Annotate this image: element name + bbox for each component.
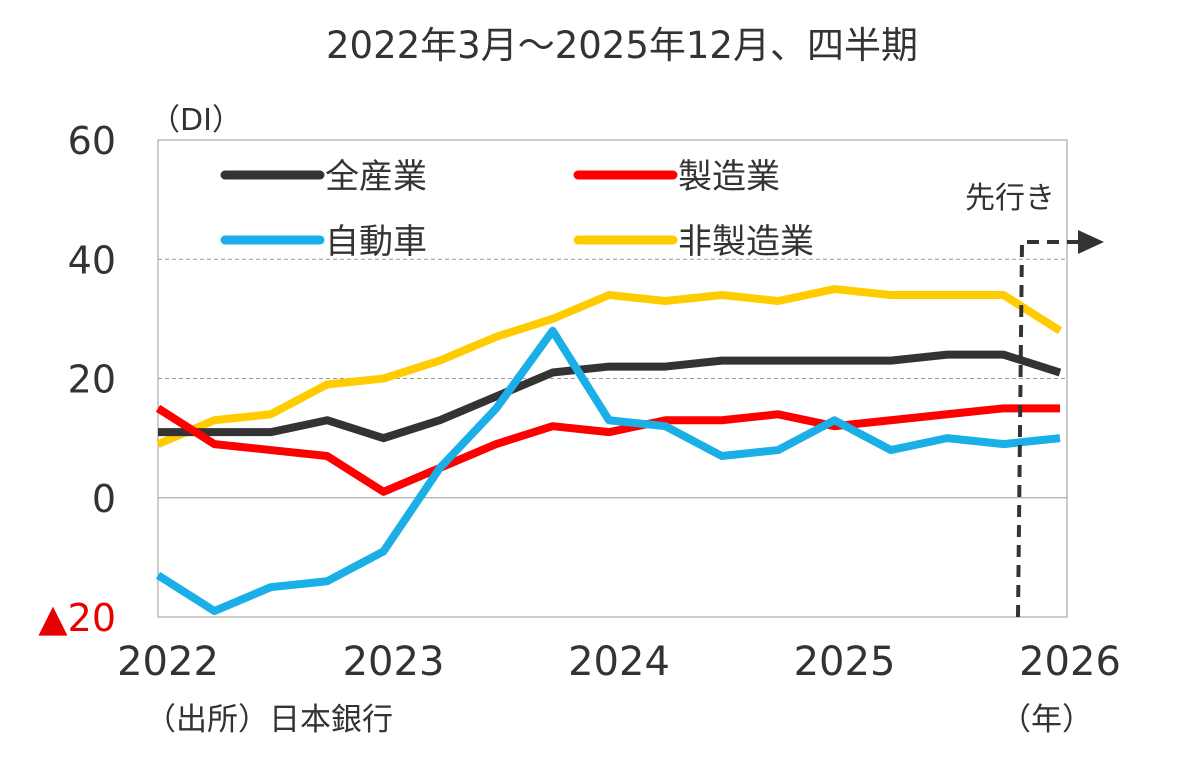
x-tick-label: 2024 <box>568 639 670 685</box>
y-axis-unit: （DI） <box>150 103 242 138</box>
forecast-marker <box>1016 240 1080 618</box>
y-tick-label: 0 <box>92 477 116 521</box>
x-tick-label: 2022 <box>117 639 219 685</box>
legend-label: 非製造業 <box>678 222 814 262</box>
y-tick-label: ▲20 <box>38 596 116 640</box>
series-line-3 <box>155 326 1061 616</box>
y-tick-label: 40 <box>68 238 116 282</box>
x-tick-label: 2025 <box>794 639 896 685</box>
source-note: （出所）日本銀行 <box>145 702 393 738</box>
x-axis-unit: （年） <box>1000 702 1093 738</box>
y-tick-label: 60 <box>68 119 116 163</box>
legend-label: 自動車 <box>325 222 427 262</box>
series-line-2 <box>155 404 1060 496</box>
series-line-4 <box>156 285 1063 448</box>
x-tick-label: 2026 <box>1019 639 1121 685</box>
series-line-1 <box>158 350 1062 443</box>
forecast-arrow-icon <box>1078 230 1104 254</box>
x-tick-label: 2023 <box>343 639 445 685</box>
chart-title: 2022年3月～2025年12月、四半期 <box>326 24 918 67</box>
legend-label: 製造業 <box>678 157 780 197</box>
legend-label: 全産業 <box>325 157 427 197</box>
forecast-label: 先行き <box>965 181 1055 216</box>
y-tick-label: 20 <box>68 358 116 402</box>
